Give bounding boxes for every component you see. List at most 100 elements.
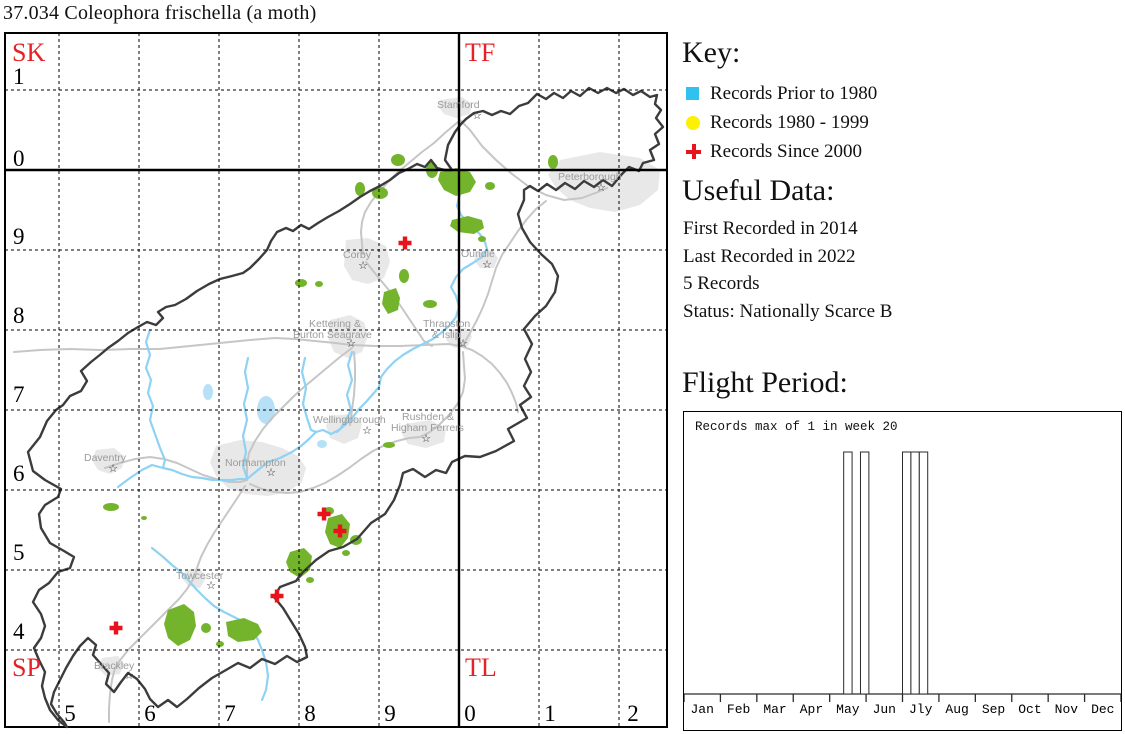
svg-text:7: 7 bbox=[224, 701, 236, 726]
star-icon: ☆ bbox=[358, 259, 368, 272]
flight-bar-week-20 bbox=[843, 451, 853, 695]
town-label-northampton: Northampton bbox=[225, 457, 286, 469]
star-icon: ☆ bbox=[458, 337, 468, 350]
month-label-jun: Jun bbox=[873, 702, 896, 717]
star-icon: ☆ bbox=[346, 337, 356, 350]
record-marker-cross-icon bbox=[333, 524, 347, 538]
town-label-thrapston-2: & Islip bbox=[432, 329, 461, 341]
grid-letter-sp: SP bbox=[12, 653, 41, 682]
star-icon: ☆ bbox=[472, 109, 482, 122]
town-label-rushden-2: Higham Ferrers bbox=[391, 422, 464, 434]
useful-data-block: First Recorded in 2014 Last Recorded in … bbox=[683, 215, 892, 325]
month-label-nov: Nov bbox=[1055, 702, 1079, 717]
flight-period-plot: Jan Feb Mar Apr May Jun Jly Aug Sep Oct Nov Dec bbox=[684, 451, 1121, 717]
legend-item-1980-1999: Records 1980 - 1999 bbox=[686, 108, 877, 137]
flight-bar-week-29 bbox=[918, 451, 929, 695]
flight-period-chart: Records max of 1 in week 20 Jan Feb Mar Apr… bbox=[683, 411, 1122, 731]
month-label-may: May bbox=[836, 702, 860, 717]
town-label-corby: Corby bbox=[343, 249, 372, 261]
record-marker-cross-icon bbox=[109, 621, 123, 635]
svg-text:5: 5 bbox=[13, 540, 25, 565]
town-label-kettering-2: Burton Seagrave bbox=[293, 329, 372, 341]
record-marker-cross-icon bbox=[317, 507, 331, 521]
month-label-oct: Oct bbox=[1018, 702, 1041, 717]
blue-square-icon bbox=[686, 87, 699, 100]
grid-letter-sk: SK bbox=[12, 38, 45, 67]
town-label-rushden-1: Rushden & bbox=[402, 411, 454, 423]
rivers bbox=[116, 171, 489, 702]
status: Status: Nationally Scarce B bbox=[683, 300, 893, 322]
flight-period-heading: Flight Period: bbox=[682, 366, 848, 399]
flight-bar-week-27 bbox=[902, 451, 912, 695]
town-label-oundle: Oundle bbox=[461, 248, 495, 260]
month-label-mar: Mar bbox=[763, 702, 786, 717]
star-icon: ☆ bbox=[596, 181, 606, 194]
star-icon: ☆ bbox=[206, 579, 216, 592]
star-icon: ☆ bbox=[124, 669, 134, 682]
grid-dashed-lines bbox=[5, 33, 667, 727]
grid-col-numbers: 5 6 7 8 9 0 1 2 bbox=[64, 701, 639, 726]
record-marker-cross-icon bbox=[398, 236, 412, 250]
month-label-sep: Sep bbox=[982, 702, 1005, 717]
svg-text:7: 7 bbox=[13, 382, 25, 407]
town-label-thrapston-1: Thrapston bbox=[423, 318, 470, 330]
town-labels: Stamford Peterborough Corby Oundle Kette… bbox=[84, 99, 622, 672]
svg-text:8: 8 bbox=[13, 303, 25, 328]
flight-bar-week-28 bbox=[910, 451, 920, 695]
grid-letter-tl: TL bbox=[465, 653, 497, 682]
first-recorded: First Recorded in 2014 bbox=[683, 218, 858, 239]
page-title: 37.034 Coleophora frischella (a moth) bbox=[3, 2, 317, 24]
legend-label: Records Since 2000 bbox=[710, 140, 862, 162]
last-recorded: Last Recorded in 2022 bbox=[683, 245, 856, 267]
svg-text:4: 4 bbox=[13, 619, 25, 644]
record-count: 5 Records bbox=[683, 273, 760, 294]
town-label-kettering-1: Kettering & bbox=[309, 318, 361, 330]
svg-text:9: 9 bbox=[13, 224, 25, 249]
star-icon: ☆ bbox=[362, 424, 372, 437]
red-cross-icon bbox=[686, 144, 701, 159]
star-icon: ☆ bbox=[482, 258, 492, 271]
map-border bbox=[4, 32, 668, 728]
record-markers-since-2000 bbox=[109, 236, 412, 635]
month-label-jly: Jly bbox=[909, 702, 933, 717]
svg-text:5: 5 bbox=[64, 701, 76, 726]
grid-letter-tf: TF bbox=[465, 38, 495, 67]
county-boundary bbox=[26, 86, 665, 729]
town-label-stamford: Stamford bbox=[437, 99, 480, 111]
svg-text:8: 8 bbox=[304, 701, 316, 726]
month-label-aug: Aug bbox=[945, 702, 968, 717]
town-label-brackley: Brackley bbox=[94, 660, 135, 672]
month-label-dec: Dec bbox=[1091, 702, 1114, 717]
star-icon: ☆ bbox=[108, 462, 118, 475]
legend: Records Prior to 1980 Records 1980 - 199… bbox=[686, 79, 877, 166]
record-marker-cross-icon bbox=[270, 589, 284, 603]
key-heading: Key: bbox=[682, 36, 741, 69]
svg-text:6: 6 bbox=[13, 461, 25, 486]
grid-row-numbers: 1 0 9 8 7 6 5 4 bbox=[13, 64, 25, 644]
town-label-wellingborough: Wellingborough bbox=[313, 414, 386, 426]
town-label-towcester: Towcester bbox=[176, 570, 224, 582]
legend-label: Records Prior to 1980 bbox=[710, 82, 878, 104]
svg-text:2: 2 bbox=[627, 701, 639, 726]
svg-text:0: 0 bbox=[13, 146, 25, 171]
svg-text:6: 6 bbox=[144, 701, 156, 726]
yellow-circle-icon bbox=[686, 115, 700, 130]
town-star-icons: ☆ ☆ ☆ ☆ ☆ ☆ ☆ ☆ ☆ ☆ ☆ ☆ bbox=[108, 109, 606, 682]
star-icon: ☆ bbox=[421, 432, 431, 445]
useful-data-heading: Useful Data: bbox=[682, 174, 835, 207]
grid-100km-lines bbox=[5, 33, 667, 727]
month-label-jan: Jan bbox=[691, 702, 714, 717]
month-label-feb: Feb bbox=[727, 702, 750, 717]
star-icon: ☆ bbox=[266, 466, 276, 479]
svg-text:0: 0 bbox=[464, 701, 476, 726]
chart-annotation: Records max of 1 in week 20 bbox=[695, 420, 898, 434]
svg-text:1: 1 bbox=[13, 64, 25, 89]
legend-item-since-2000: Records Since 2000 bbox=[686, 137, 877, 166]
svg-text:1: 1 bbox=[544, 701, 556, 726]
month-label-apr: Apr bbox=[800, 702, 823, 717]
legend-label: Records 1980 - 1999 bbox=[710, 111, 869, 133]
distribution-map: SK TF SP TL 1 0 9 8 7 6 5 4 5 6 7 8 9 0 … bbox=[4, 32, 668, 729]
town-label-peterborough: Peterborough bbox=[558, 171, 622, 183]
town-label-daventry: Daventry bbox=[84, 452, 127, 464]
svg-text:9: 9 bbox=[384, 701, 396, 726]
